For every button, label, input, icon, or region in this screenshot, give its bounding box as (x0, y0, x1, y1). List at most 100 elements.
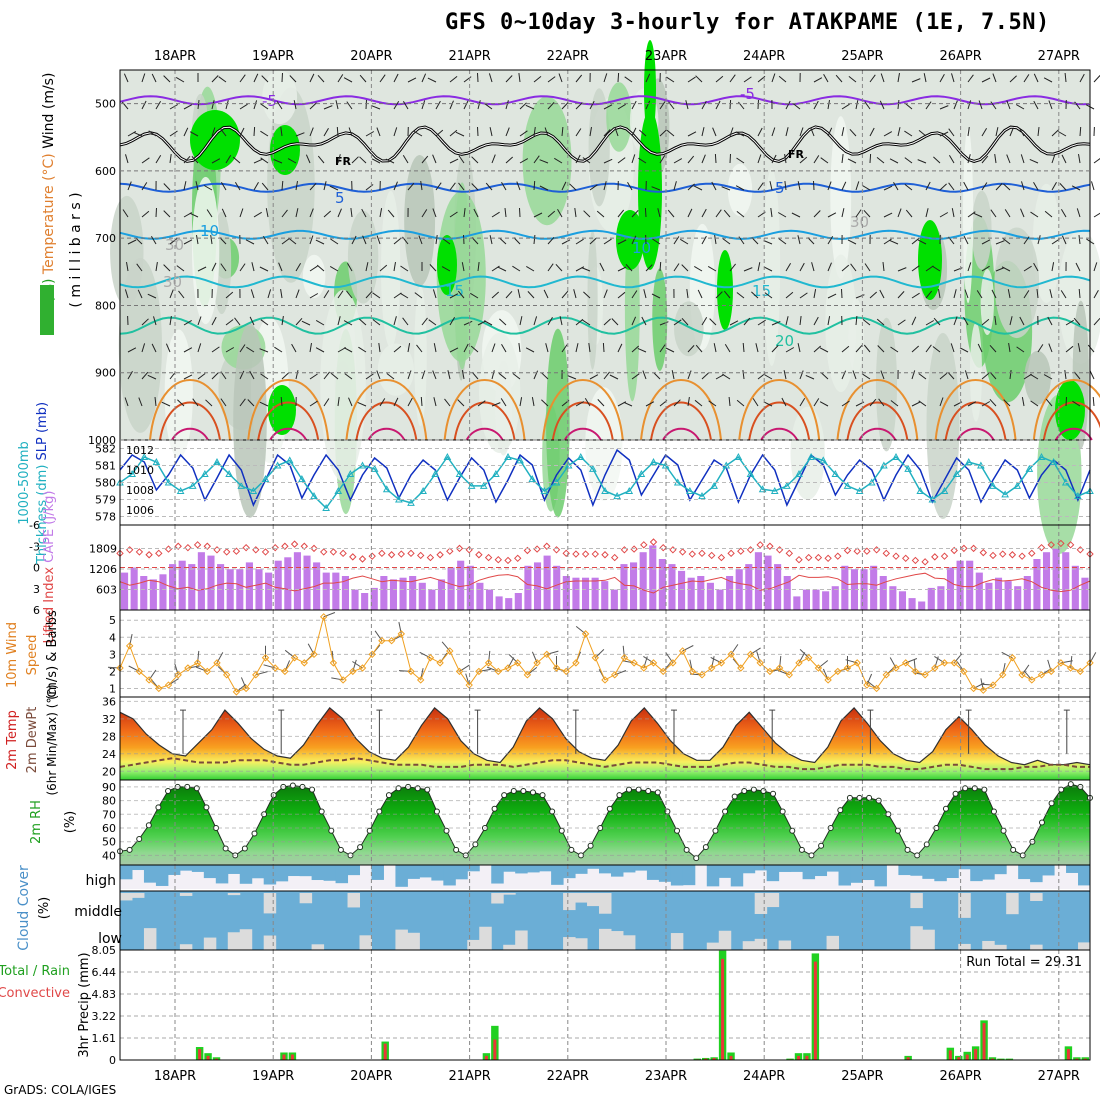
wind-barb (827, 212, 837, 218)
wind-barb (169, 104, 179, 110)
wind-barb (376, 235, 381, 245)
thickness-marker (285, 456, 294, 464)
wind-barb (457, 399, 465, 407)
wind-barb (925, 320, 935, 326)
thickness-marker (916, 486, 925, 494)
wind-barb (1023, 373, 1032, 380)
wind-barb (1023, 290, 1030, 299)
thickness-marker (952, 469, 961, 477)
wind-barb (863, 209, 871, 218)
wind-barb (978, 100, 983, 110)
wind-marker (290, 654, 299, 662)
wind-barb (435, 129, 444, 137)
cape-bar (822, 591, 830, 610)
wind-barb (365, 262, 369, 272)
wind-barb (849, 128, 857, 137)
wind-barb (357, 401, 367, 407)
wind-barb (512, 373, 521, 380)
wind-barb (1087, 344, 1095, 353)
wind-barb (581, 267, 591, 272)
wind-marker (640, 664, 648, 672)
boundary-layer-contour (269, 427, 308, 441)
wind-barb (1060, 290, 1067, 299)
wind-barb (239, 263, 246, 272)
wind-barb (712, 127, 717, 137)
wind-barb (624, 76, 633, 83)
wind-marker (591, 654, 600, 662)
wind-barb (631, 290, 638, 299)
wind-barb (685, 100, 689, 110)
wind-barb (701, 100, 707, 110)
cloud-clear-block (467, 939, 480, 950)
wind-barb (163, 264, 171, 272)
cloud-high-block (970, 865, 983, 882)
wind-barb (1007, 289, 1011, 299)
wind-barb (574, 208, 577, 218)
thickness-ylabel-b-part: Thickness (dm) (35, 460, 50, 565)
rh-marker (981, 786, 988, 793)
wind-barb (714, 153, 717, 164)
wind-barb (625, 263, 633, 272)
wind-barb (516, 181, 521, 191)
rh-patch (1024, 350, 1051, 405)
wind-barb (316, 264, 325, 272)
wind-barb (435, 100, 441, 110)
wind-barb (315, 239, 325, 245)
wind-barb (617, 72, 620, 83)
wind-barb (603, 129, 611, 137)
cape-bar (1042, 552, 1051, 610)
thickness-marker (964, 458, 973, 466)
wind-barb (280, 396, 283, 407)
upper-ylabel-part: Wind (m/s) (41, 73, 57, 149)
wind-barb (989, 344, 997, 353)
wind-barb (582, 157, 591, 164)
li-marker (193, 541, 202, 549)
wind-barb (539, 159, 549, 164)
wind-barb (623, 401, 633, 407)
wind-barb (488, 73, 493, 83)
wind-barb (967, 262, 972, 272)
cloud-high-block (563, 865, 576, 879)
wind-barb (918, 400, 927, 407)
boundary-layer-contour (355, 401, 418, 441)
cape-bar (850, 569, 859, 610)
wind-marker (193, 659, 202, 667)
cape-bar (870, 565, 878, 610)
wind-barb (169, 316, 172, 326)
wind-barb (693, 185, 703, 191)
rh-patch (191, 176, 220, 325)
wind-barb (323, 290, 330, 299)
cape-bar (793, 596, 801, 610)
precip-convective-bar (948, 1050, 952, 1060)
wind-barb (1023, 265, 1032, 272)
wind-barb (883, 238, 892, 245)
rh-patch (674, 301, 704, 357)
pressure-ylabel: ( m i l l i b a r s ) (68, 192, 84, 307)
cloud-high-block (215, 865, 229, 884)
wind-barb (455, 131, 465, 137)
cloud-high-block (587, 865, 600, 869)
wind-barb (261, 182, 269, 191)
cloud-high-block (790, 865, 804, 872)
wind-barb (995, 127, 999, 137)
wind-barb (421, 370, 426, 380)
wind-barb (189, 212, 199, 218)
wind-barb (799, 316, 802, 326)
li-marker (931, 553, 939, 561)
wind-barb (141, 210, 150, 218)
wind-marker (232, 688, 241, 696)
cloud-high-block (251, 865, 265, 879)
rh-patch (302, 254, 326, 299)
li-marker (426, 553, 435, 562)
li-marker (358, 555, 367, 563)
wind-barb (939, 105, 949, 110)
wind-barb (821, 372, 829, 380)
wind-barb (848, 76, 857, 83)
wind-barb (681, 264, 689, 272)
thickness-marker (431, 469, 440, 477)
wind-barb (385, 158, 395, 164)
wind-barb (855, 315, 858, 326)
cape-bar (553, 565, 561, 610)
wind-barb (1015, 104, 1025, 110)
wind-barb (925, 181, 931, 191)
